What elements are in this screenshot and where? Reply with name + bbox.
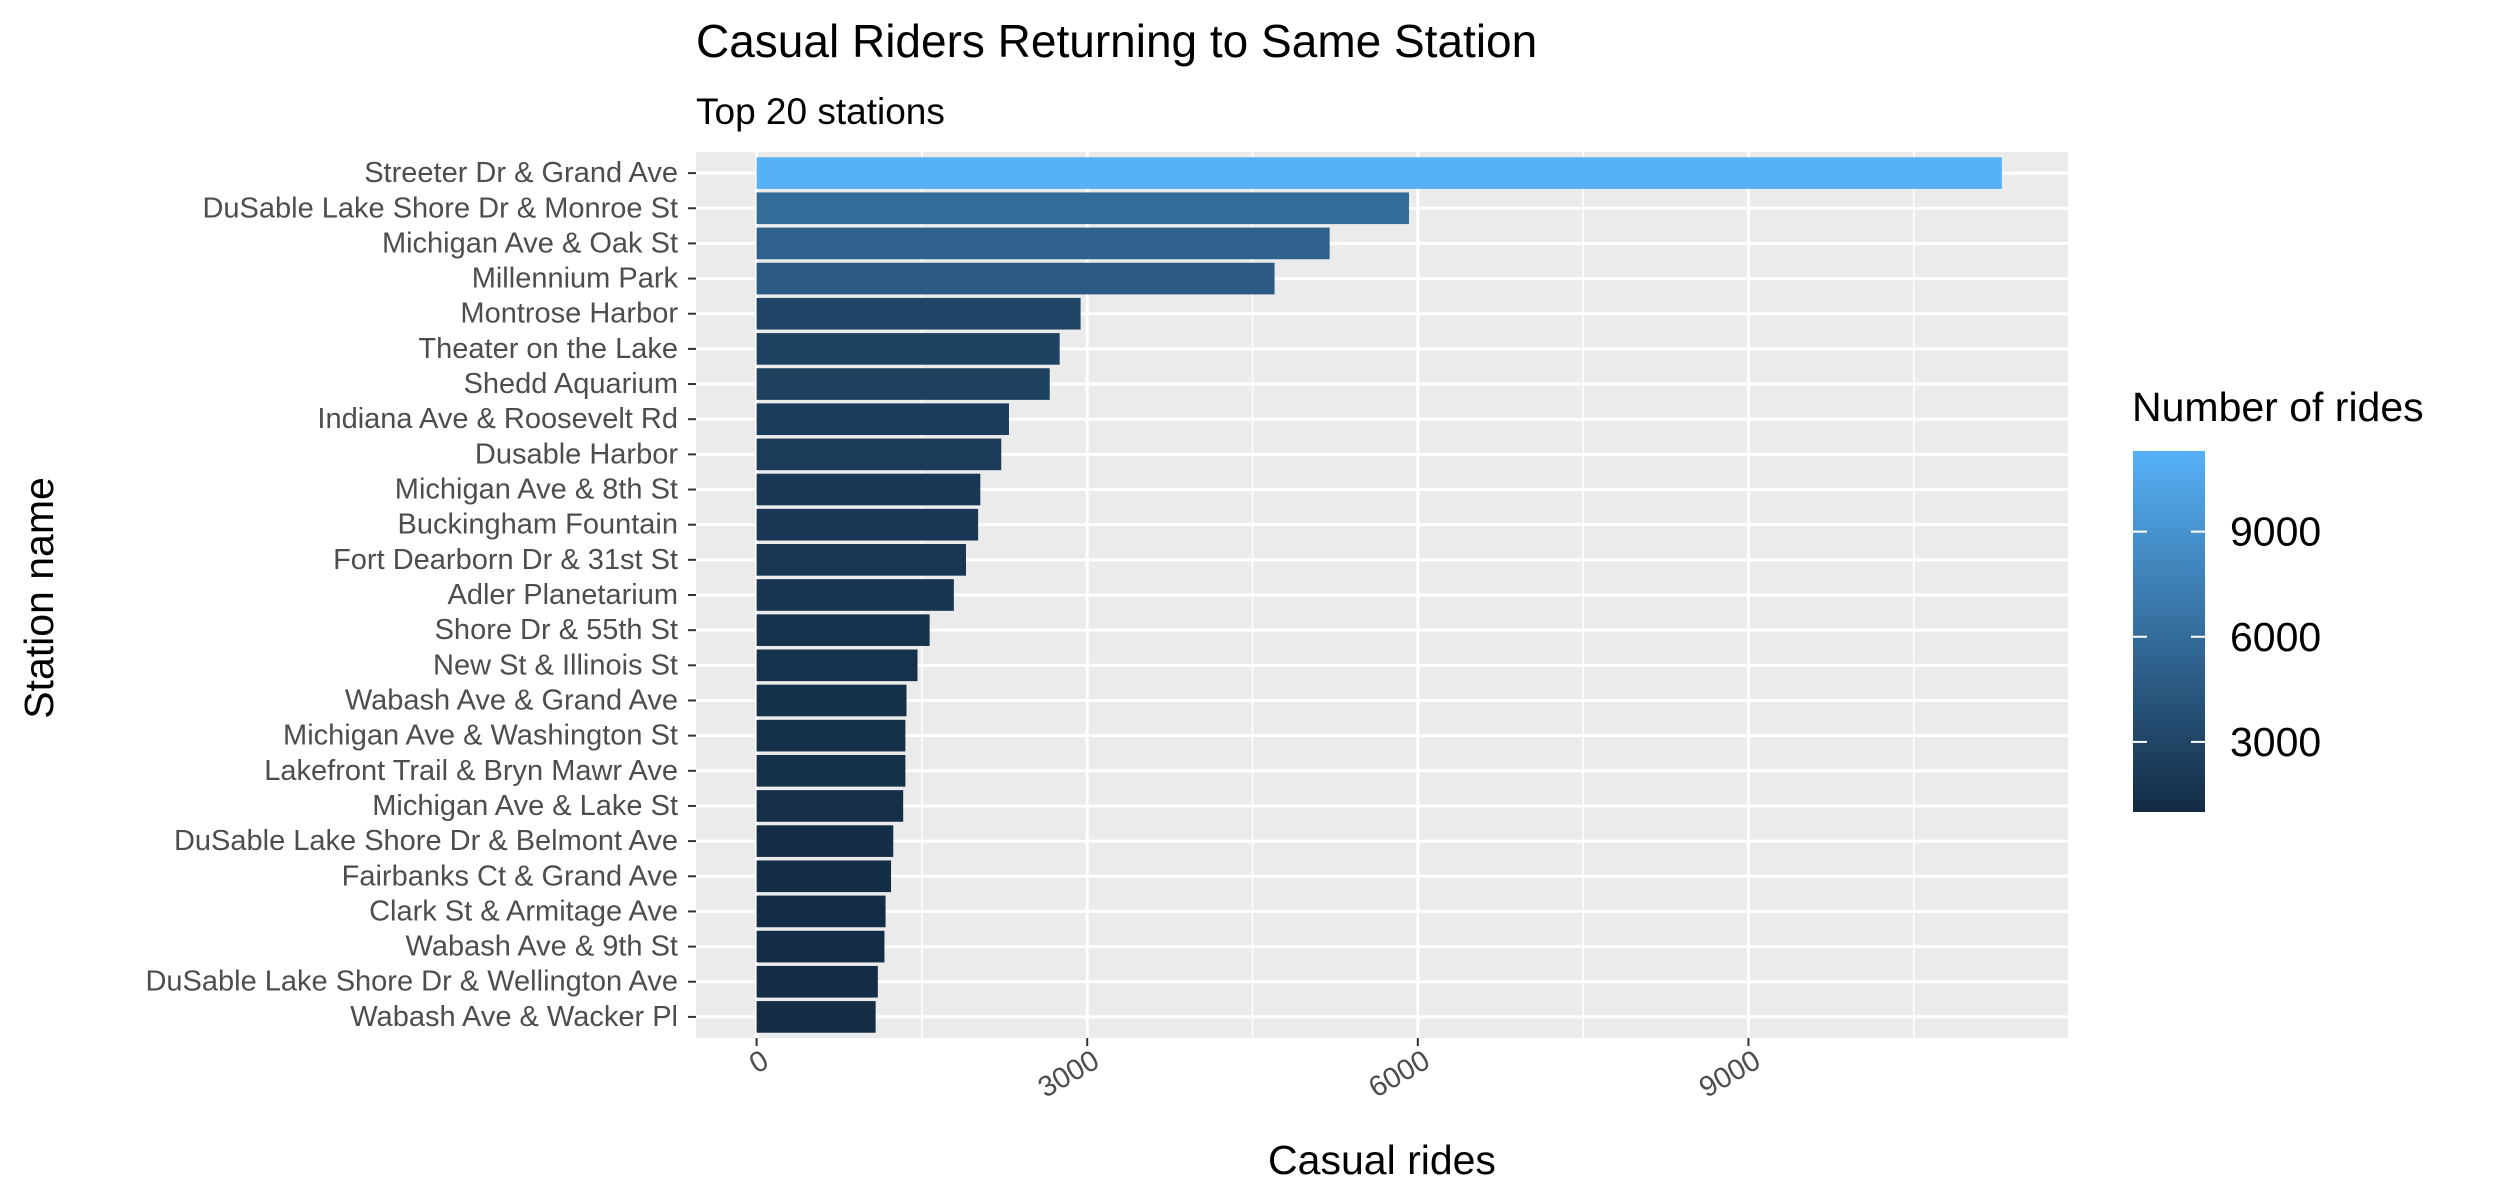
- bar: [756, 790, 904, 822]
- category-label: Michigan Ave & Lake St: [372, 790, 678, 822]
- bar: [756, 719, 906, 752]
- category-label: Buckingham Fountain: [398, 509, 679, 541]
- legend-label: 9000: [2230, 509, 2321, 555]
- bar: [756, 297, 1081, 330]
- x-tick-label: 9000: [1694, 1044, 1766, 1104]
- category-label: DuSable Lake Shore Dr & Wellington Ave: [145, 966, 678, 998]
- y-axis-title: Station name: [16, 477, 62, 719]
- category-label: Michigan Ave & 8th St: [395, 474, 678, 506]
- legend-colorbar: [2133, 451, 2205, 812]
- bar: [756, 579, 954, 611]
- x-tick-label: 0: [744, 1044, 774, 1080]
- category-label: Michigan Ave & Oak St: [382, 227, 678, 259]
- category-label: Millennium Park: [472, 263, 679, 295]
- category-label: Streeter Dr & Grand Ave: [364, 157, 678, 189]
- legend-label: 6000: [2230, 614, 2321, 660]
- bar: [756, 684, 907, 717]
- bar: [756, 860, 892, 893]
- x-tick-label: 6000: [1363, 1044, 1435, 1104]
- bar: [756, 473, 981, 506]
- chart-subtitle: Top 20 stations: [696, 91, 945, 132]
- bars: [756, 157, 2002, 1033]
- category-label: Shore Dr & 55th St: [435, 614, 678, 646]
- category-label: Michigan Ave & Washington St: [283, 720, 678, 752]
- category-label: Wabash Ave & 9th St: [406, 931, 678, 963]
- chart-title: Casual Riders Returning to Same Station: [696, 15, 1537, 67]
- bar: [756, 227, 1330, 260]
- bar: [756, 1001, 876, 1033]
- bar: [756, 930, 885, 963]
- x-tick-label: 3000: [1033, 1044, 1105, 1104]
- category-label: New St & Illinois St: [433, 649, 678, 681]
- category-label: Indiana Ave & Roosevelt Rd: [317, 403, 678, 435]
- category-label: Montrose Harbor: [460, 298, 678, 330]
- bar: [756, 192, 1409, 225]
- category-label: Adler Planetarium: [448, 579, 679, 611]
- category-label: Fairbanks Ct & Grand Ave: [342, 860, 678, 892]
- x-axis-ticks: 0 3000 6000 9000: [744, 1038, 1766, 1104]
- category-label: Fort Dearborn Dr & 31st St: [333, 544, 678, 576]
- bar: [756, 262, 1275, 295]
- bar: [756, 438, 1002, 471]
- bar: [756, 614, 930, 646]
- bar: [756, 157, 2002, 189]
- legend-label: 3000: [2230, 719, 2321, 765]
- bar: [756, 754, 906, 787]
- category-label: Wabash Ave & Wacker Pl: [350, 1001, 678, 1033]
- category-label: DuSable Lake Shore Dr & Belmont Ave: [174, 825, 678, 857]
- bar: [756, 649, 918, 682]
- bar: [756, 508, 979, 541]
- bar: [756, 368, 1050, 400]
- category-label: Clark St & Armitage Ave: [369, 895, 678, 927]
- bar: [756, 544, 966, 576]
- bar: [756, 825, 894, 857]
- legend-ticks: 3000 6000 9000: [2133, 509, 2321, 765]
- bar: [756, 333, 1060, 365]
- category-label: DuSable Lake Shore Dr & Monroe St: [202, 192, 678, 224]
- bar: [756, 895, 886, 928]
- category-label: Theater on the Lake: [418, 333, 678, 365]
- category-label: Dusable Harbor: [475, 438, 678, 470]
- x-axis-title: Casual rides: [1268, 1137, 1496, 1183]
- bar: [756, 965, 878, 998]
- bar: [756, 403, 1009, 436]
- category-label: Shedd Aquarium: [464, 368, 678, 400]
- legend-title: Number of rides: [2132, 384, 2424, 430]
- category-label: Wabash Ave & Grand Ave: [345, 684, 678, 716]
- category-label: Lakefront Trail & Bryn Mawr Ave: [264, 755, 678, 787]
